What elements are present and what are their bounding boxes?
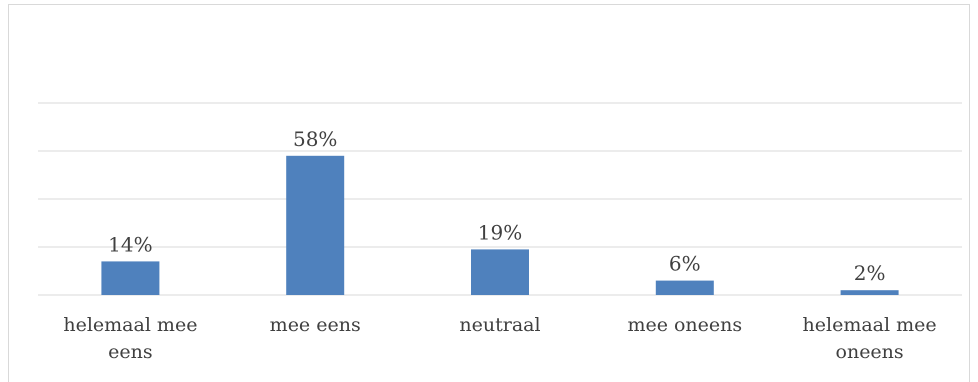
x-tick-label: mee oneens [627, 314, 742, 336]
x-tick-label: helemaal mee [803, 314, 937, 336]
bar [101, 261, 160, 295]
data-label: 2% [854, 261, 886, 285]
bar [286, 155, 345, 295]
bar [471, 249, 529, 295]
data-label: 6% [669, 252, 701, 276]
x-tick-label: helemaal mee [63, 314, 197, 336]
bar [840, 290, 899, 295]
x-tick-label: eens [108, 341, 152, 363]
data-label: 19% [478, 220, 522, 244]
bar [655, 280, 714, 295]
data-label: 14% [108, 232, 152, 256]
chart-frame [8, 4, 970, 382]
data-label: 58% [293, 127, 337, 151]
x-tick-label: oneens [836, 341, 904, 363]
x-tick-label: mee eens [270, 314, 361, 336]
x-tick-label: neutraal [459, 314, 540, 336]
